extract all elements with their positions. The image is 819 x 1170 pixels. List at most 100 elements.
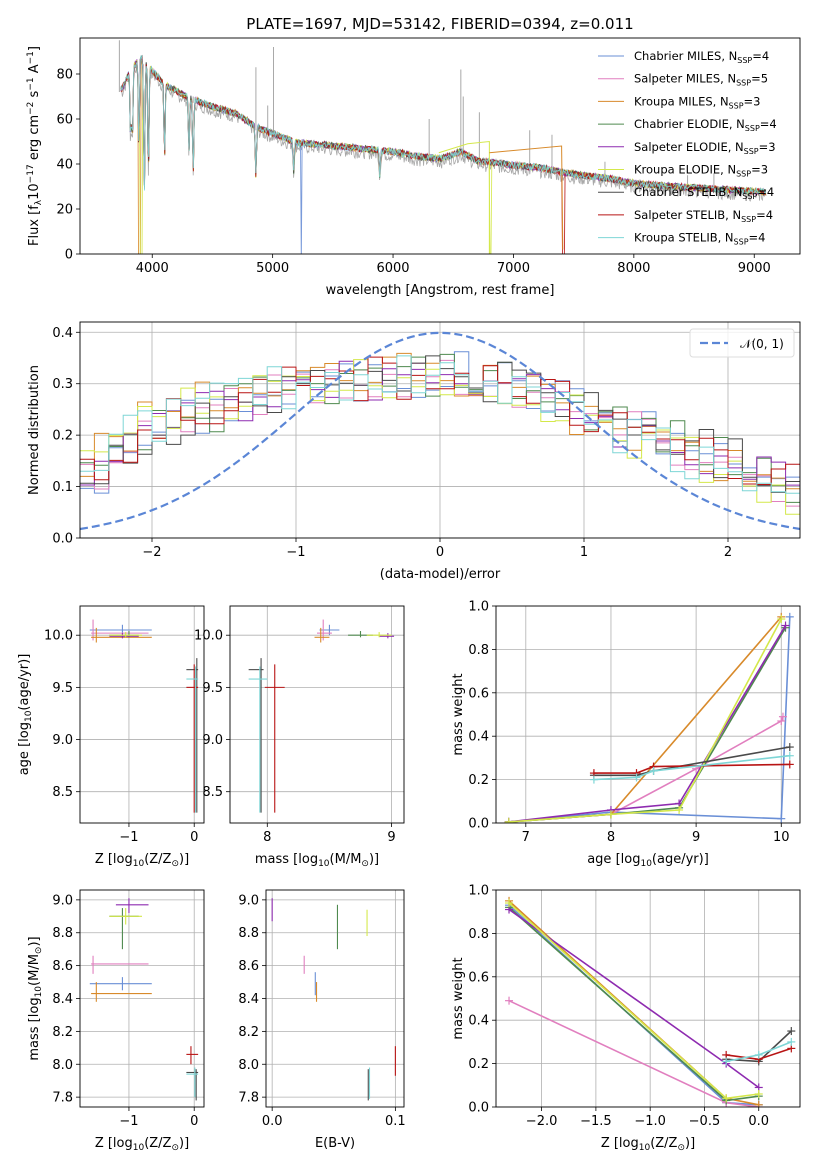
label-part: ⊙ xyxy=(171,859,179,869)
x-axis-label: wavelength [Angstrom, rest frame] xyxy=(326,283,555,298)
axes-frame xyxy=(229,605,405,824)
histogram-step xyxy=(80,359,800,507)
label-part: 10 xyxy=(639,1143,651,1153)
axes-frame xyxy=(265,889,405,1108)
weight-line xyxy=(508,625,787,823)
y-tick-label: 0.8 xyxy=(468,643,489,658)
axes-residuals: −2 −1 0 1 2 0.0 0.1 0.2 0.3 0.4 𝒩(0, 1) (data-model… xyxy=(27,321,801,582)
legend-entry: Salpeter ELODIE, NSSP=3 xyxy=(634,140,776,156)
histogram-step xyxy=(80,359,800,515)
y-tick-label: 0.4 xyxy=(52,326,73,341)
y-tick-label: 9.0 xyxy=(238,893,259,908)
y-axis-label: mass weight xyxy=(451,673,466,755)
legend-sub: SSP xyxy=(742,192,757,201)
x-axis-label: E(B-V) xyxy=(315,1136,355,1151)
legend-nssp: =4 xyxy=(752,49,769,63)
y-tick-label: 0.4 xyxy=(468,730,489,745)
legend-entry: Chabrier STELIB, NSSP=4 xyxy=(634,185,774,201)
y-label-part: −1 xyxy=(26,77,36,90)
label-part: (Z/Z xyxy=(144,852,171,867)
y-tick-label: 1.0 xyxy=(468,884,489,899)
x-axis-label: Z [log10(Z/Z⊙)] xyxy=(95,852,189,869)
label-part: 10 xyxy=(24,710,34,722)
histogram-step xyxy=(80,356,800,485)
y-tick-label: 10.0 xyxy=(44,629,73,644)
label-part: )] xyxy=(685,1136,695,1151)
weight-line xyxy=(508,999,759,1107)
y-tick-label: 8.8 xyxy=(238,926,259,941)
plot-area xyxy=(80,606,204,823)
label-part: mass [log xyxy=(255,852,318,867)
legend-nssp: =4 xyxy=(749,231,766,245)
legend-sub: SSP xyxy=(745,124,760,133)
x-axis-label: mass [log10(M/M⊙)] xyxy=(255,852,379,869)
weight-line xyxy=(508,902,759,1100)
y-label-part: erg cm xyxy=(27,115,42,164)
axes-frame xyxy=(79,889,205,1108)
label-part: mass [log xyxy=(27,997,42,1060)
y-axis-label: mass weight xyxy=(451,957,466,1039)
weight-line xyxy=(593,754,790,781)
y-axis-label: Normed distribution xyxy=(27,365,42,495)
axes-frame xyxy=(79,605,205,824)
x-tick-label: 0.0 xyxy=(748,1114,769,1129)
y-tick-label: 0.6 xyxy=(468,686,489,701)
y-tick-label: 10.0 xyxy=(194,629,223,644)
y-tick-label: 0.0 xyxy=(468,817,489,832)
x-tick-label: 0 xyxy=(436,545,444,560)
label-part: age [log xyxy=(17,722,32,775)
label-part: (M/M xyxy=(330,852,362,867)
label-part: (Z/Z xyxy=(650,1136,677,1151)
y-axis-label: mass [log10(M/M⊙)] xyxy=(27,936,44,1060)
label-part: ⊙ xyxy=(34,947,44,955)
x-tick-label: 0 xyxy=(190,1114,198,1129)
plot-area xyxy=(496,890,800,1107)
y-label-part: s xyxy=(27,90,42,101)
axes-spectrum: 4000 5000 6000 7000 8000 9000 0 20 40 60 80 Chabrie… xyxy=(26,37,801,298)
weight-line xyxy=(508,618,783,823)
y-tick-label: 9.0 xyxy=(202,733,223,748)
x-tick-label: 10 xyxy=(773,830,790,845)
legend-entry: Chabrier ELODIE, NSSP=4 xyxy=(634,117,777,133)
x-axis-label: age [log10(age/yr)] xyxy=(587,852,709,869)
legend-entry: Chabrier MILES, NSSP=4 xyxy=(634,49,769,65)
y-tick-label: 60 xyxy=(56,113,73,128)
y-tick-label: 8.6 xyxy=(238,959,259,974)
y-tick-label: 8.8 xyxy=(52,926,73,941)
x-tick-label: 7000 xyxy=(497,261,530,276)
label-part: (age/yr)] xyxy=(17,654,32,711)
legend-nssp: =3 xyxy=(744,94,761,108)
weight-line xyxy=(508,900,759,1106)
label-part: Z [log xyxy=(601,1136,639,1151)
x-tick-label: 0.0 xyxy=(262,1114,283,1129)
label-part: age [log xyxy=(587,852,640,867)
x-tick-label: 8 xyxy=(607,830,615,845)
weight-line xyxy=(593,763,790,774)
legend-nssp: =3 xyxy=(759,140,776,154)
y-label-part: 10 xyxy=(27,183,42,200)
legend-nssp: =5 xyxy=(751,72,768,86)
x-tick-label: −1 xyxy=(119,1114,138,1129)
y-tick-label: 8.5 xyxy=(52,785,73,800)
legend-entry: Kroupa STELIB, NSSP=4 xyxy=(634,231,765,247)
label-part: )] xyxy=(369,852,379,867)
y-tick-label: 9.5 xyxy=(202,681,223,696)
x-tick-label: 2 xyxy=(724,545,732,560)
y-tick-label: 0.4 xyxy=(468,1014,489,1029)
x-tick-label: 8 xyxy=(263,830,271,845)
x-tick-label: 9 xyxy=(387,830,395,845)
legend-sub: SSP xyxy=(734,238,749,247)
y-label-part: Flux [f xyxy=(27,205,42,246)
label-part: ⊙ xyxy=(171,1143,179,1153)
y-label-part: −2 xyxy=(26,102,36,115)
y-tick-label: 9.0 xyxy=(52,893,73,908)
plot-area xyxy=(80,322,800,538)
legend-nssp: =4 xyxy=(760,117,777,131)
x-tick-label: 7 xyxy=(522,830,530,845)
y-tick-label: 0.1 xyxy=(52,480,73,495)
y-tick-label: 8.4 xyxy=(238,992,259,1007)
axes-age-vs-Z: −1 08.59.09.510.0Z [log10(Z/Z⊙)]age [log1… xyxy=(17,605,205,869)
x-tick-label: 0 xyxy=(190,830,198,845)
